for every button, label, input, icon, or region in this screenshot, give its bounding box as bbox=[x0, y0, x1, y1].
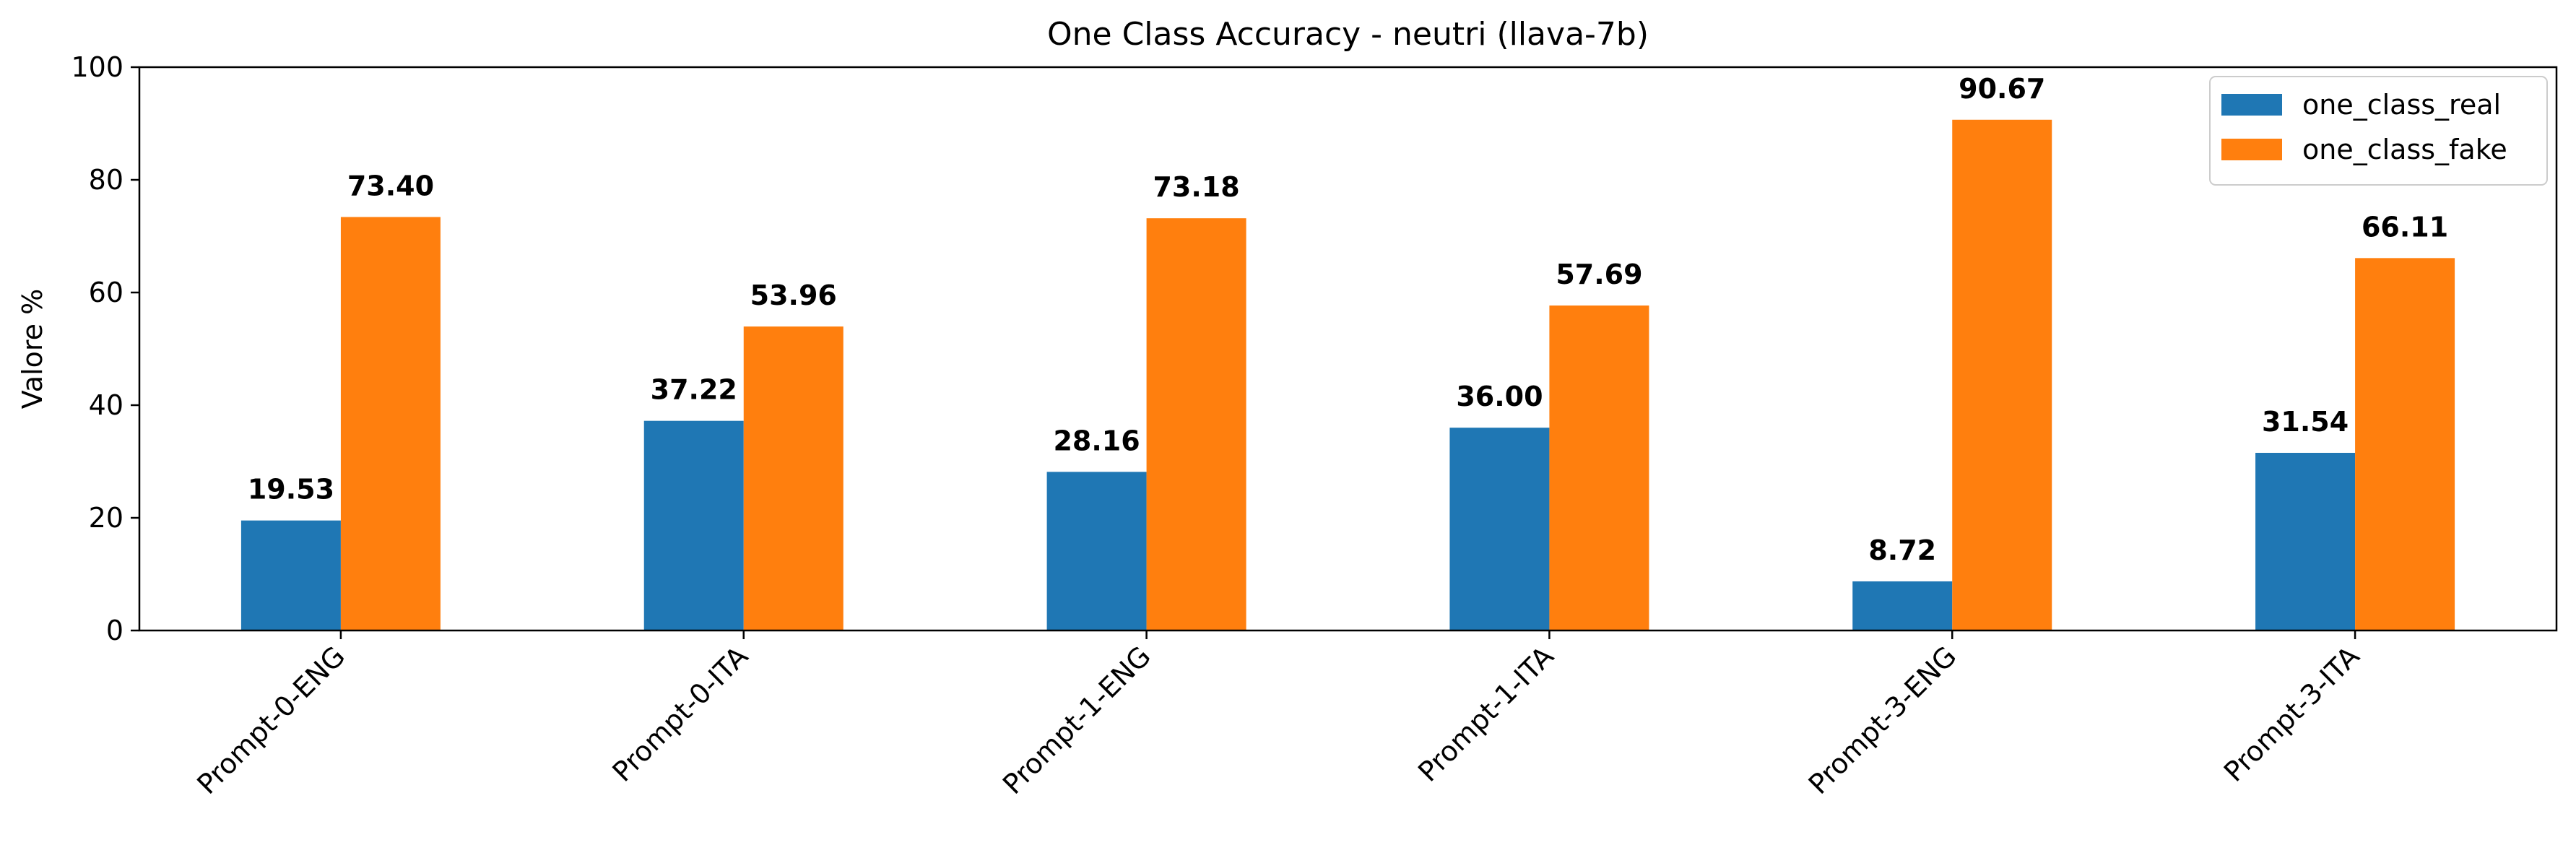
data-label-one_class_real: 37.22 bbox=[651, 374, 737, 406]
y-axis-label: Valore % bbox=[17, 289, 48, 410]
bars-layer bbox=[240, 119, 2455, 631]
data-label-one_class_real: 19.53 bbox=[248, 474, 334, 506]
bar-one_class_real bbox=[1449, 428, 1550, 630]
y-tick-label: 20 bbox=[89, 502, 123, 534]
legend-swatch-one_class_fake bbox=[2221, 139, 2282, 160]
y-tick-label: 0 bbox=[106, 615, 123, 646]
chart-title: One Class Accuracy - neutri (llava-7b) bbox=[1047, 16, 1649, 53]
data-label-one_class_fake: 57.69 bbox=[1556, 259, 1642, 290]
plot-frame bbox=[138, 66, 2558, 632]
data-label-one_class_real: 28.16 bbox=[1053, 425, 1140, 456]
data-labels-layer: 19.53 73.40 37.22 53.96 28.16 73.18 36.00 57.69… bbox=[248, 73, 2448, 566]
legend: one_class_real one_class_fake bbox=[2209, 76, 2548, 186]
bar-one_class_fake bbox=[2355, 258, 2455, 630]
bar-one_class_real bbox=[643, 420, 744, 630]
legend-label-one_class_real: one_class_real bbox=[2302, 89, 2501, 121]
y-tick-label: 60 bbox=[89, 277, 123, 308]
y-tick-label: 100 bbox=[71, 51, 123, 83]
bar-one_class_real bbox=[240, 520, 341, 630]
data-label-one_class_fake: 73.18 bbox=[1153, 171, 1239, 203]
bar-one_class_real bbox=[1852, 581, 1953, 630]
y-tick-label: 40 bbox=[89, 389, 123, 421]
data-label-one_class_real: 36.00 bbox=[1456, 381, 1543, 412]
data-label-one_class_real: 8.72 bbox=[1868, 534, 1936, 566]
y-tick-label: 80 bbox=[89, 164, 123, 196]
bar-one_class_fake bbox=[743, 326, 844, 630]
bar-one_class_fake bbox=[340, 217, 441, 631]
data-label-one_class_real: 31.54 bbox=[2262, 406, 2349, 438]
bar-one_class_real bbox=[1046, 472, 1147, 630]
legend-box bbox=[2209, 76, 2548, 186]
y-axis: 0 20 40 60 80 100 bbox=[71, 51, 139, 646]
data-label-one_class_fake: 66.11 bbox=[2362, 211, 2448, 243]
bar-one_class_fake bbox=[1952, 119, 2052, 631]
data-label-one_class_fake: 73.40 bbox=[347, 170, 434, 202]
legend-label-one_class_fake: one_class_fake bbox=[2302, 134, 2507, 165]
legend-swatch-one_class_real bbox=[2221, 94, 2282, 116]
bar-one_class_fake bbox=[1146, 218, 1246, 630]
data-label-one_class_fake: 53.96 bbox=[750, 280, 837, 311]
data-label-one_class_fake: 90.67 bbox=[1959, 73, 2045, 105]
bar-one_class_fake bbox=[1549, 306, 1649, 630]
bar-one_class_real bbox=[2255, 452, 2356, 630]
